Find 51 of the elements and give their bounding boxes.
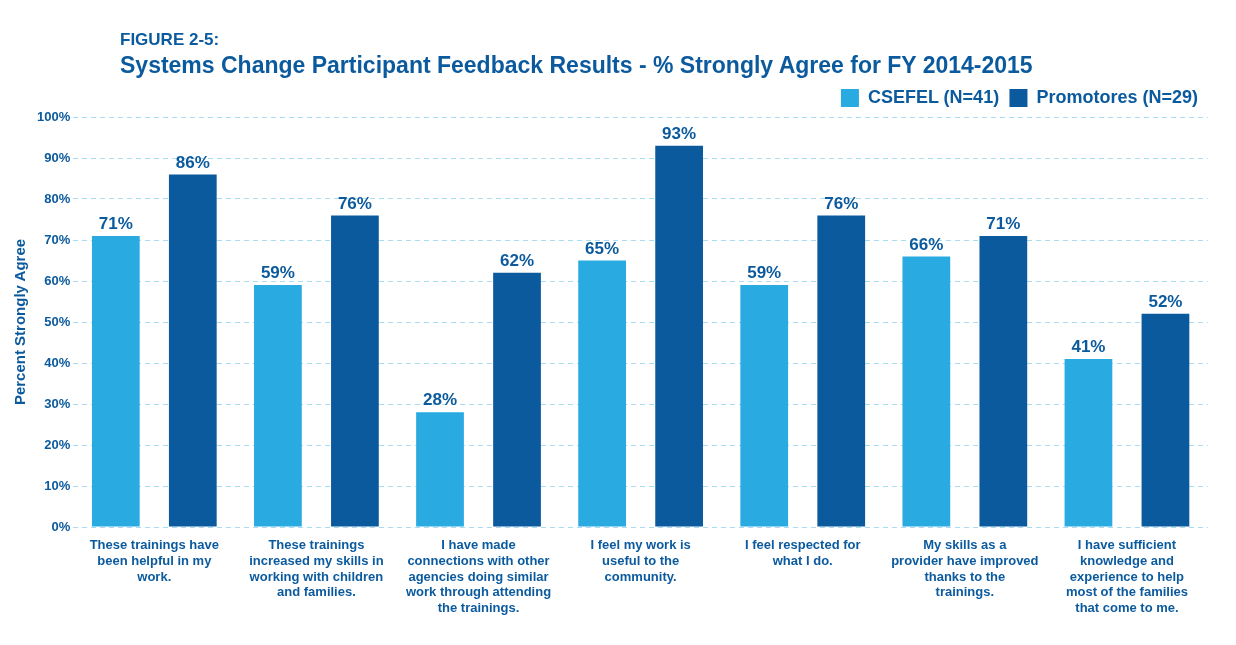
y-axis-title: Percent Strongly Agree: [11, 238, 29, 406]
bar: [91, 235, 140, 527]
x-tick-label: These trainings have been helpful in my work.: [89, 537, 219, 584]
y-tick-label: 30%: [44, 395, 71, 411]
bar: [168, 174, 217, 527]
chart-subtitle: FIGURE 2-5:: [120, 30, 221, 50]
data-label: 66%: [909, 234, 944, 254]
legend-label: CSEFEL (N=41): [867, 86, 1000, 107]
y-tick-label: 70%: [44, 231, 71, 247]
y-tick-label: 20%: [44, 436, 71, 452]
y-tick-label: 90%: [44, 149, 71, 165]
x-tick-label: I have made connections with other agencies doing similar work through attending the trainings.: [404, 537, 552, 615]
data-label: 59%: [260, 263, 295, 283]
bar: [254, 285, 302, 527]
data-label: 71%: [98, 214, 133, 234]
legend-label: Promotores (N=29): [1036, 86, 1199, 107]
data-label: 59%: [747, 263, 782, 283]
chart-title: Systems Change Participant Feedback Results - % Strongly Agree for FY 2014-2015: [120, 52, 1034, 79]
bar: [493, 272, 541, 527]
data-label: 62%: [500, 250, 535, 270]
y-tick-label: 60%: [44, 272, 71, 288]
bar: [1141, 313, 1190, 527]
y-tick-label: 80%: [44, 190, 71, 206]
bar: [740, 285, 789, 527]
bar: [817, 215, 866, 527]
data-label: 86%: [175, 152, 210, 172]
data-label: 93%: [662, 123, 697, 143]
y-tick-label: 40%: [44, 354, 71, 370]
bar: [979, 235, 1028, 527]
bar: [1064, 358, 1113, 527]
bar: [578, 260, 626, 527]
y-tick-label: 50%: [44, 313, 71, 329]
data-label: 52%: [1148, 291, 1183, 311]
x-tick-label: My skills as a provider have improved thanks to the trainings.: [891, 537, 1039, 600]
data-label: 71%: [986, 214, 1021, 234]
bar: [902, 256, 951, 527]
data-label: 65%: [585, 238, 620, 258]
bar: [331, 215, 379, 527]
y-tick-label: 0%: [51, 518, 71, 534]
x-tick-label: I feel respected for what I do.: [744, 537, 861, 568]
bar: [416, 412, 464, 527]
y-tick-label: 10%: [44, 477, 71, 493]
x-tick-label: I feel my work is useful to the community.: [590, 537, 691, 584]
data-label: 41%: [1071, 337, 1106, 357]
x-tick-label: I have sufficient knowledge and experience to help most of the families that come to me.: [1065, 537, 1188, 615]
data-label: 76%: [337, 193, 372, 213]
data-label: 76%: [824, 193, 859, 213]
bar: [655, 145, 703, 527]
x-tick-label: These trainings increased my skills in working with children and families.: [248, 537, 384, 600]
y-tick-label: 100%: [37, 108, 71, 124]
data-label: 28%: [423, 390, 458, 410]
